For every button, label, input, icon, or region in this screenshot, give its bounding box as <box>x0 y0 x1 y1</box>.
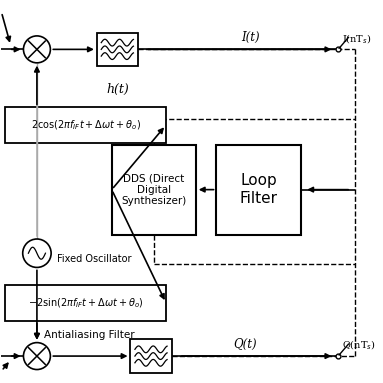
Text: I(nT$_s$): I(nT$_s$) <box>342 32 371 46</box>
FancyBboxPatch shape <box>5 285 166 321</box>
Text: $2\cos(2\pi f_{IF}t+\Delta\omega t+\theta_o)$: $2\cos(2\pi f_{IF}t+\Delta\omega t+\thet… <box>31 118 141 132</box>
FancyBboxPatch shape <box>216 145 301 234</box>
FancyBboxPatch shape <box>112 145 196 234</box>
FancyBboxPatch shape <box>5 107 166 143</box>
Text: Fixed Oscillator: Fixed Oscillator <box>57 254 132 264</box>
Circle shape <box>23 343 51 370</box>
Text: Q(nT$_s$): Q(nT$_s$) <box>342 339 375 352</box>
FancyBboxPatch shape <box>97 33 138 66</box>
Text: h(t): h(t) <box>106 83 129 96</box>
FancyBboxPatch shape <box>131 339 172 373</box>
Text: Antialiasing Filter: Antialiasing Filter <box>44 330 134 340</box>
Circle shape <box>23 239 51 267</box>
Text: $-2\sin(2\pi f_{IF}t+\Delta\omega t+\theta_o)$: $-2\sin(2\pi f_{IF}t+\Delta\omega t+\the… <box>28 296 143 309</box>
Text: Q(t): Q(t) <box>233 337 257 350</box>
Text: Loop
Filter: Loop Filter <box>239 173 278 206</box>
Text: I(t): I(t) <box>241 31 259 44</box>
Text: DDS (Direct
Digital
Synthesizer): DDS (Direct Digital Synthesizer) <box>121 173 187 206</box>
Circle shape <box>23 36 51 63</box>
